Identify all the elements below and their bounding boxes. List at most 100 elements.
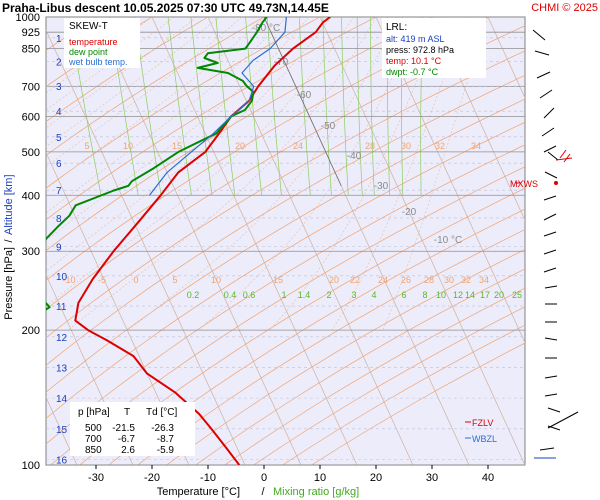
isotherm-label: -30: [374, 181, 389, 192]
isotherm-line: [46, 29, 246, 465]
x-axis-label-temperature: Temperature [°C]: [157, 486, 240, 498]
copyright: CHMI © 2025: [531, 2, 598, 14]
altitude-tick-label: 2: [56, 58, 62, 69]
table-col-td: Td [°C]: [146, 407, 177, 418]
dry-adiabat-line: [79, 187, 525, 465]
wind-barb: [534, 50, 550, 56]
moist-adiabat-line: [67, 17, 377, 331]
wind-barb-max: [563, 153, 571, 163]
mixing-ratio-label: 4: [371, 290, 376, 300]
altitude-tick-label: 8: [56, 214, 62, 225]
theta-label: 15: [172, 141, 182, 151]
theta-label: -10: [62, 275, 75, 285]
altitude-tick-label: 7: [56, 186, 62, 197]
wind-barb: [543, 231, 557, 237]
theta-label: 20: [329, 275, 339, 285]
altitude-tick-label: 14: [56, 394, 68, 405]
wind-barb: [544, 285, 558, 289]
lrl-press: press: 972.8 hPa: [386, 45, 454, 55]
lrl-temp: temp: 10.1 °C: [386, 56, 442, 66]
wbzl-label: WBZL: [472, 434, 497, 444]
table-cell: -26.3: [151, 423, 174, 434]
x-axis-label-sep: /: [261, 486, 265, 498]
pressure-tick-label: 400: [22, 190, 40, 202]
wind-barb-max: [555, 157, 573, 161]
wind-barb: [543, 107, 555, 119]
theta-label: 28: [424, 275, 434, 285]
table-col-p: p [hPa]: [78, 407, 110, 418]
table-cell: -6.7: [118, 434, 136, 445]
pressure-tick-label: 500: [22, 147, 40, 159]
theta-label: 24: [293, 141, 303, 151]
dry-adiabat-line: [46, 121, 525, 419]
lrl-title: LRL:: [386, 22, 407, 33]
isotherm-label: -60: [297, 90, 312, 101]
pressure-tick-label: 100: [22, 460, 40, 472]
altitude-tick-label: 11: [56, 302, 67, 313]
wind-barb: [543, 267, 557, 273]
isotherm-line: [151, 17, 358, 465]
altitude-tick-label: 5: [56, 133, 62, 144]
dry-adiabat-line: [46, 144, 525, 445]
mixing-ratio-label: 25: [512, 290, 522, 300]
wind-barb: [547, 151, 559, 161]
dry-adiabat-line: [46, 74, 525, 366]
theta-label: 22: [350, 275, 360, 285]
altitude-tick-label: 9: [56, 242, 62, 253]
altitude-tick-label: 6: [56, 159, 62, 170]
isotherm-line: [46, 273, 134, 465]
x-tick-label: 0: [261, 472, 267, 484]
altitude-tick-label: 15: [56, 425, 68, 436]
isotherm-label: -50: [321, 121, 336, 132]
mixing-ratio-label: 6: [401, 290, 406, 300]
table-cell: -8.7: [157, 434, 175, 445]
x-tick-label: 30: [426, 472, 438, 484]
wind-barb: [544, 393, 558, 397]
wind-barbs-panel: [532, 29, 579, 459]
mixing-ratio-label: 8: [422, 290, 427, 300]
lrl-box: [382, 18, 486, 78]
dry-adiabat-line: [166, 249, 525, 465]
chart-title: Praha-Libus descent 10.05.2025 07:30 UTC…: [2, 1, 329, 15]
theta-label: 0: [133, 275, 138, 285]
isotherm-line: [375, 17, 525, 344]
mixing-ratio-label: 14: [465, 290, 475, 300]
altitude-tick-label: 16: [56, 455, 68, 466]
theta-label: 32: [435, 141, 445, 151]
moist-adiabat-line: [46, 17, 354, 307]
lrl-dwpt: dwpt: -0.7 °C: [386, 67, 439, 77]
theta-label: 20: [235, 141, 245, 151]
x-tick-label: -10: [200, 472, 216, 484]
altitude-tick-label: 4: [56, 107, 62, 118]
theta-label: 30: [401, 141, 411, 151]
wind-barb: [541, 127, 555, 137]
wet-bulb-profile: [149, 17, 287, 196]
wind-barb: [539, 89, 553, 99]
wind-barb: [532, 29, 546, 41]
altitude-tick-label: 12: [56, 333, 68, 344]
dry-adiabat-line: [137, 229, 525, 465]
x-axis-label-mixing: Mixing ratio [g/kg]: [273, 486, 359, 498]
theta-label: 15: [273, 275, 283, 285]
mixing-ratio-label: 1: [281, 290, 286, 300]
pressure-tick-label: 925: [22, 27, 40, 39]
theta-label: 10: [123, 141, 133, 151]
pressure-tick-label: 600: [22, 111, 40, 123]
theta-label: -5: [98, 275, 106, 285]
dry-adiabat-line: [46, 98, 525, 393]
wind-barb: [547, 411, 579, 429]
isotherm-line: [95, 17, 302, 465]
wind-barb: [547, 407, 561, 413]
pressure-tick-label: 850: [22, 44, 40, 56]
x-tick-label: 10: [314, 472, 326, 484]
mixing-ratio-label: 10: [436, 290, 446, 300]
table-cell: 850: [85, 445, 102, 456]
wind-barb: [539, 447, 555, 451]
altitude-tick-label: 10: [56, 272, 68, 283]
theta-label: 26: [401, 275, 411, 285]
legend-temperature: temperature: [69, 37, 118, 47]
isotherm-line: [46, 151, 190, 465]
theta-label: 32: [461, 275, 471, 285]
mixing-ratio-label: 0.6: [243, 290, 256, 300]
